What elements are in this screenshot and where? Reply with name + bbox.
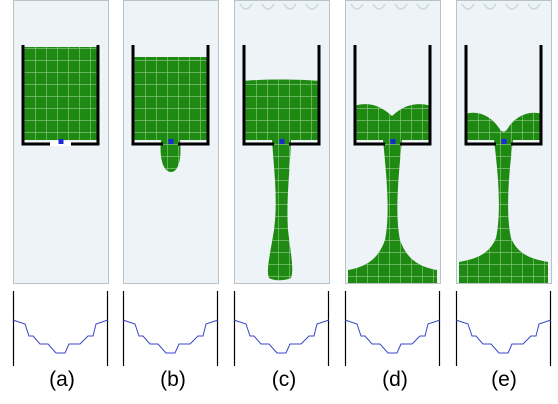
container-wall-left	[131, 45, 163, 146]
marker-dot	[58, 139, 64, 144]
container-wall-left	[21, 45, 53, 146]
container-wall-left	[242, 45, 274, 146]
marker-dot	[501, 139, 507, 144]
panel-a	[12, 0, 109, 366]
marker-dot	[279, 139, 285, 144]
background-ripple	[416, 3, 430, 10]
profile-curve	[455, 319, 552, 354]
background-ripple	[305, 3, 319, 10]
background-ripple	[239, 3, 253, 10]
caption-e: (e)	[491, 368, 517, 391]
caption-c: (c)	[271, 368, 297, 391]
container-wall-right	[511, 45, 543, 146]
container-wall-left	[353, 45, 385, 146]
background-ripple	[527, 3, 541, 10]
background-ripple	[283, 3, 297, 10]
fluid-mesh	[348, 104, 437, 283]
background-ripple	[461, 3, 475, 10]
fluid-mesh	[243, 79, 320, 281]
panel-d	[344, 0, 441, 366]
background-ripple	[505, 3, 519, 10]
fluid-mesh	[459, 112, 548, 284]
background-ripple	[372, 3, 386, 10]
caption-b: (b)	[160, 368, 186, 391]
container-wall-right	[178, 45, 210, 146]
panel-b	[122, 0, 219, 366]
caption-d: (d)	[382, 368, 408, 391]
panel-c	[233, 0, 330, 366]
caption-a: (a)	[49, 368, 75, 391]
panel-e	[455, 0, 552, 366]
container-wall-right	[400, 45, 432, 146]
container-wall-right	[289, 45, 321, 146]
marker-dot	[390, 139, 396, 144]
profile-curve	[344, 319, 441, 354]
fluid-mesh	[23, 47, 98, 140]
background-ripple	[261, 3, 275, 10]
background-ripple	[350, 3, 364, 10]
background-ripple	[394, 3, 408, 10]
background-ripple	[483, 3, 497, 10]
profile-curve	[233, 319, 330, 354]
fluid-mesh	[133, 57, 208, 172]
container-wall-right	[68, 45, 100, 146]
profile-curve	[122, 319, 219, 354]
marker-dot	[168, 139, 174, 144]
profile-curve	[12, 319, 109, 354]
container-wall-left	[464, 45, 496, 146]
